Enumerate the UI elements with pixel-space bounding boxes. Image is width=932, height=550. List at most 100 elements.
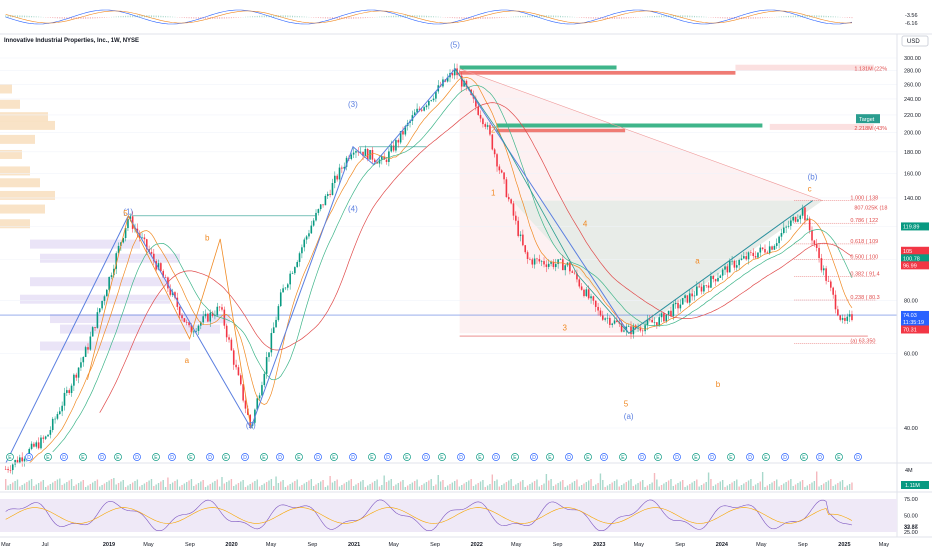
fib-label: 0.786 ( 122 — [850, 218, 878, 224]
dividend-marker — [349, 453, 357, 461]
volume-bar — [47, 485, 49, 490]
macd-bar — [132, 15, 134, 18]
volume-bar — [536, 479, 538, 490]
volume-bar — [510, 479, 512, 490]
candle-body — [404, 125, 407, 135]
volume-bar — [390, 479, 392, 490]
macd-bar — [689, 15, 691, 18]
macd-bar — [480, 17, 482, 20]
volume-annotation: 2.218M (43% — [854, 126, 887, 132]
fib-label: 0.500 ( 100 — [850, 255, 878, 261]
candle-body — [263, 373, 266, 386]
macd-bar — [498, 17, 500, 19]
profile-bar — [0, 84, 12, 94]
volume-bar — [280, 481, 282, 490]
macd-bar — [496, 17, 498, 19]
candle-body — [80, 362, 82, 368]
macd-bar — [458, 17, 460, 19]
currency-label[interactable]: USD — [907, 39, 920, 45]
macd-bar — [719, 17, 721, 19]
macd-bar — [101, 17, 103, 18]
candle-body — [373, 159, 376, 163]
annotation-band — [735, 64, 874, 71]
candle-body — [329, 194, 331, 196]
price-tag-label: 100.78 — [903, 256, 920, 262]
volume-bar — [712, 486, 714, 490]
earnings-marker — [6, 453, 14, 461]
macd-bar — [465, 17, 467, 19]
currency-button[interactable] — [901, 35, 929, 47]
volume-bar — [503, 483, 505, 490]
macd-bar — [494, 17, 496, 19]
candle-body — [592, 296, 595, 301]
candle-body — [747, 252, 750, 260]
volume-profile — [0, 84, 230, 351]
candle-body — [733, 260, 736, 268]
macd-bar — [762, 17, 764, 19]
macd-bar — [169, 16, 171, 18]
volume-bar — [743, 483, 745, 490]
candle-body — [691, 293, 693, 297]
candle-body — [359, 151, 362, 153]
candle-body — [696, 286, 698, 296]
volume-bar — [9, 484, 12, 490]
dividend-marker — [168, 453, 176, 461]
macd-bar — [583, 17, 585, 18]
candle-body — [703, 285, 705, 292]
macd-bar — [849, 17, 851, 18]
candle-body — [540, 261, 543, 262]
volume-bar — [49, 484, 52, 490]
volume-bar — [463, 483, 465, 490]
volume-bar — [543, 483, 545, 490]
volume-bar — [590, 479, 592, 490]
candle-body — [491, 134, 494, 150]
event-letter: D — [602, 455, 606, 461]
macd-bar — [531, 15, 533, 18]
price-axis[interactable]: 40.0060.0080.00100.00120.00140.00160.001… — [904, 56, 921, 432]
macd-axis-label: -6.16 — [905, 21, 918, 27]
candle-body — [766, 252, 769, 254]
macd-bar — [195, 17, 197, 19]
profile-bar — [0, 178, 40, 188]
candle-body — [265, 357, 268, 374]
profile-bar — [40, 341, 190, 351]
time-tick-label: May — [388, 542, 399, 548]
volume-bar — [823, 483, 825, 490]
volume-bar — [94, 481, 96, 490]
macd-bar — [449, 17, 451, 18]
volume-bar — [110, 479, 113, 490]
volume-bar — [75, 484, 77, 490]
volume-bar — [714, 484, 717, 490]
volume-bar — [23, 483, 26, 490]
volume-bar — [331, 482, 334, 490]
time-axis[interactable]: Mar Jul 2019 May Sep 2020 May Sep 2021 May Sep 2022… — [1, 542, 889, 548]
volume-bar — [717, 483, 719, 490]
wave-lines — [5, 67, 868, 464]
candle-body — [837, 309, 839, 316]
candle-body — [834, 294, 837, 310]
candle-body — [66, 390, 68, 393]
candle-body — [51, 418, 54, 431]
macd-bar — [249, 16, 251, 18]
volume-bar — [139, 486, 141, 490]
macd-bar — [588, 17, 590, 19]
event-letter: E — [297, 455, 301, 461]
candle-body — [627, 326, 630, 327]
candle-body — [515, 215, 517, 221]
candle-body — [322, 204, 324, 206]
macd-bar — [172, 16, 174, 18]
volume-axis-label: 4M — [905, 468, 913, 474]
candle-body — [331, 183, 334, 196]
macd-bar — [482, 17, 484, 19]
macd-bar — [536, 15, 538, 18]
volume-bar — [776, 479, 778, 490]
volume-bar — [122, 480, 124, 490]
candle-body — [294, 267, 296, 274]
candle-body — [157, 263, 160, 270]
volume-bar — [421, 485, 423, 490]
price-tag — [901, 261, 929, 270]
volume-bar — [844, 487, 846, 490]
event-letter: D — [459, 455, 463, 461]
macd-bar — [155, 15, 157, 18]
